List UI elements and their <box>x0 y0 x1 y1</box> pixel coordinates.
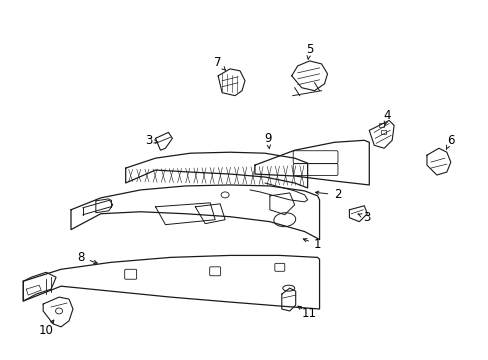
Text: 1: 1 <box>313 238 321 251</box>
Bar <box>379 123 384 127</box>
Text: 11: 11 <box>302 307 317 320</box>
Text: 6: 6 <box>446 134 454 147</box>
Text: 2: 2 <box>333 188 341 201</box>
Text: 7: 7 <box>214 57 222 69</box>
Text: 4: 4 <box>383 109 390 122</box>
Text: 10: 10 <box>39 324 54 337</box>
Text: 3: 3 <box>144 134 152 147</box>
Bar <box>381 130 386 134</box>
Text: 8: 8 <box>77 251 84 264</box>
Text: 3: 3 <box>363 211 370 224</box>
Text: 9: 9 <box>264 132 271 145</box>
Text: 5: 5 <box>305 42 313 55</box>
